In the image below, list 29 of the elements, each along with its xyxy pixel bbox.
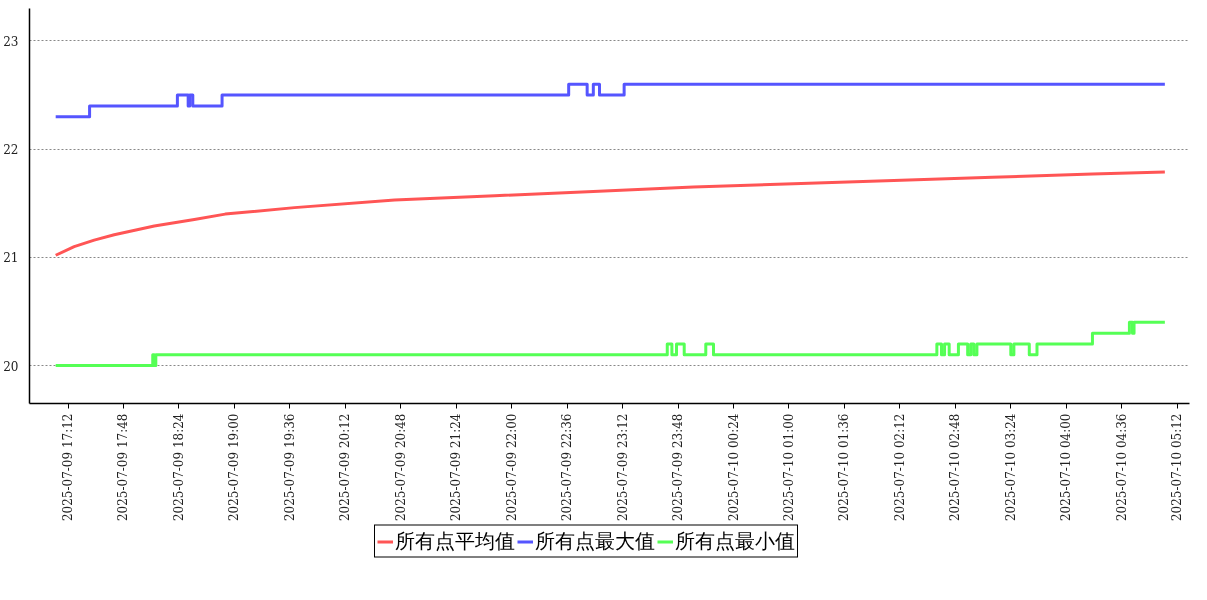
y-tick-label: 21 [3, 251, 19, 266]
legend-label: 所有点最小值 [675, 527, 796, 555]
x-tick-label: 2025-07-09 20:12 [338, 413, 353, 522]
y-tick-label: 22 [3, 143, 19, 158]
x-tick-label: 2025-07-10 00:24 [726, 413, 741, 522]
x-tick-label: 2025-07-10 04:00 [1059, 413, 1074, 522]
x-tick-label: 2025-07-10 01:36 [837, 413, 852, 522]
x-tick-label: 2025-07-09 19:36 [282, 413, 297, 522]
x-tick-label: 2025-07-10 01:00 [781, 413, 796, 522]
x-tick-label: 2025-07-10 05:12 [1170, 413, 1185, 522]
x-tick-label: 2025-07-09 19:00 [227, 413, 242, 522]
x-tick-label: 2025-07-10 04:36 [1114, 413, 1129, 522]
x-tick-label: 2025-07-09 20:48 [393, 413, 408, 522]
line-series [54, 170, 1167, 257]
x-tick-label: 2025-07-09 17:48 [116, 413, 131, 522]
x-tick-label: 2025-07-09 22:36 [560, 413, 575, 522]
x-tick-label: 2025-07-09 18:24 [171, 413, 186, 522]
x-tick-label: 2025-07-10 02:48 [948, 413, 963, 522]
x-tick-label: 2025-07-10 02:12 [892, 413, 907, 522]
x-tick-label: 2025-07-10 03:24 [1003, 413, 1018, 522]
y-tick-label: 23 [3, 34, 19, 49]
x-tick-label: 2025-07-09 21:24 [449, 413, 464, 522]
legend-label: 所有点最大值 [535, 527, 656, 555]
x-tick-label: 2025-07-09 23:48 [671, 413, 686, 522]
x-tick-label: 2025-07-09 17:12 [61, 413, 76, 522]
y-tick-label: 20 [3, 359, 19, 374]
x-tick-label: 2025-07-09 22:00 [504, 413, 519, 522]
x-tick-label: 2025-07-09 23:12 [615, 413, 630, 522]
legend-label: 所有点平均值 [395, 527, 516, 555]
